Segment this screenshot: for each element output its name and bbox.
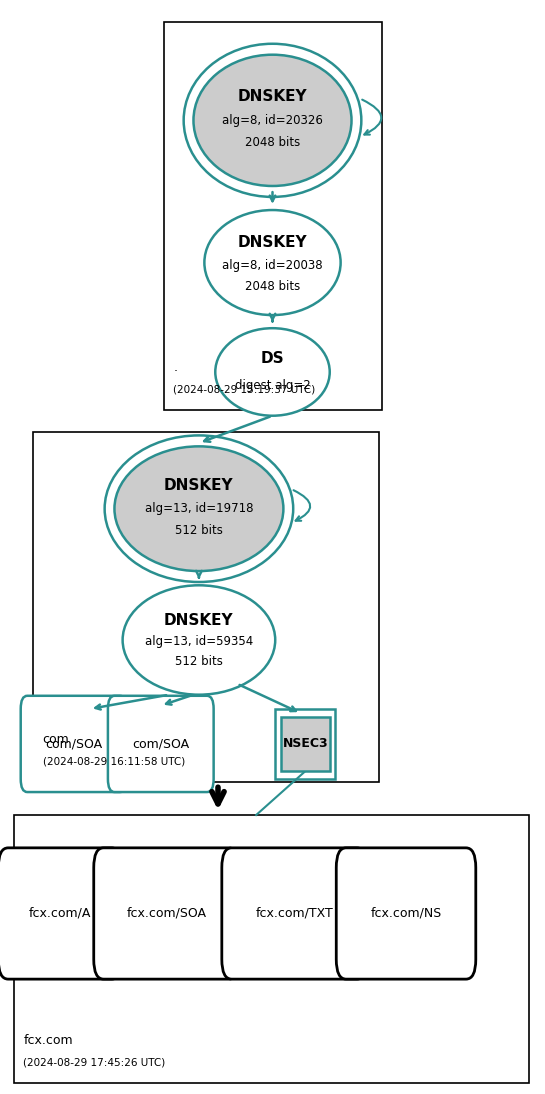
- Text: digest alg=2: digest alg=2: [235, 379, 310, 392]
- FancyBboxPatch shape: [14, 815, 529, 1083]
- Text: fcx.com/A: fcx.com/A: [29, 907, 91, 920]
- Text: DNSKEY: DNSKEY: [238, 89, 307, 104]
- Text: .: .: [173, 361, 177, 374]
- Text: alg=8, id=20326: alg=8, id=20326: [222, 114, 323, 127]
- Text: com: com: [43, 733, 69, 746]
- Text: com/SOA: com/SOA: [132, 737, 189, 750]
- Ellipse shape: [204, 210, 341, 315]
- FancyBboxPatch shape: [94, 848, 239, 979]
- Text: DS: DS: [261, 351, 284, 366]
- Text: alg=8, id=20038: alg=8, id=20038: [222, 259, 323, 272]
- FancyBboxPatch shape: [108, 696, 214, 792]
- Text: 512 bits: 512 bits: [175, 655, 223, 668]
- Text: (2024-08-29 17:45:26 UTC): (2024-08-29 17:45:26 UTC): [23, 1058, 166, 1068]
- Text: fcx.com/NS: fcx.com/NS: [371, 907, 441, 920]
- Text: 2048 bits: 2048 bits: [245, 136, 300, 149]
- Text: NSEC3: NSEC3: [282, 737, 328, 750]
- Text: 512 bits: 512 bits: [175, 524, 223, 537]
- Text: 2048 bits: 2048 bits: [245, 280, 300, 293]
- Ellipse shape: [114, 446, 283, 571]
- Text: (2024-08-29 16:11:58 UTC): (2024-08-29 16:11:58 UTC): [43, 757, 185, 767]
- Text: fcx.com: fcx.com: [23, 1034, 73, 1047]
- Ellipse shape: [193, 55, 352, 186]
- Text: fcx.com/TXT: fcx.com/TXT: [256, 907, 333, 920]
- FancyBboxPatch shape: [33, 432, 379, 782]
- Text: DNSKEY: DNSKEY: [164, 478, 234, 493]
- Text: fcx.com/SOA: fcx.com/SOA: [126, 907, 206, 920]
- FancyBboxPatch shape: [0, 848, 122, 979]
- Ellipse shape: [123, 585, 275, 695]
- FancyBboxPatch shape: [281, 717, 330, 771]
- Text: DNSKEY: DNSKEY: [164, 613, 234, 628]
- Ellipse shape: [215, 328, 330, 416]
- Text: (2024-08-29 15:19:37 UTC): (2024-08-29 15:19:37 UTC): [173, 385, 316, 395]
- FancyBboxPatch shape: [164, 22, 382, 410]
- FancyBboxPatch shape: [21, 696, 126, 792]
- Text: alg=13, id=19718: alg=13, id=19718: [144, 502, 253, 515]
- FancyBboxPatch shape: [336, 848, 476, 979]
- Text: DNSKEY: DNSKEY: [238, 235, 307, 251]
- Text: com/SOA: com/SOA: [45, 737, 102, 750]
- FancyBboxPatch shape: [222, 848, 367, 979]
- Text: alg=13, id=59354: alg=13, id=59354: [145, 635, 253, 648]
